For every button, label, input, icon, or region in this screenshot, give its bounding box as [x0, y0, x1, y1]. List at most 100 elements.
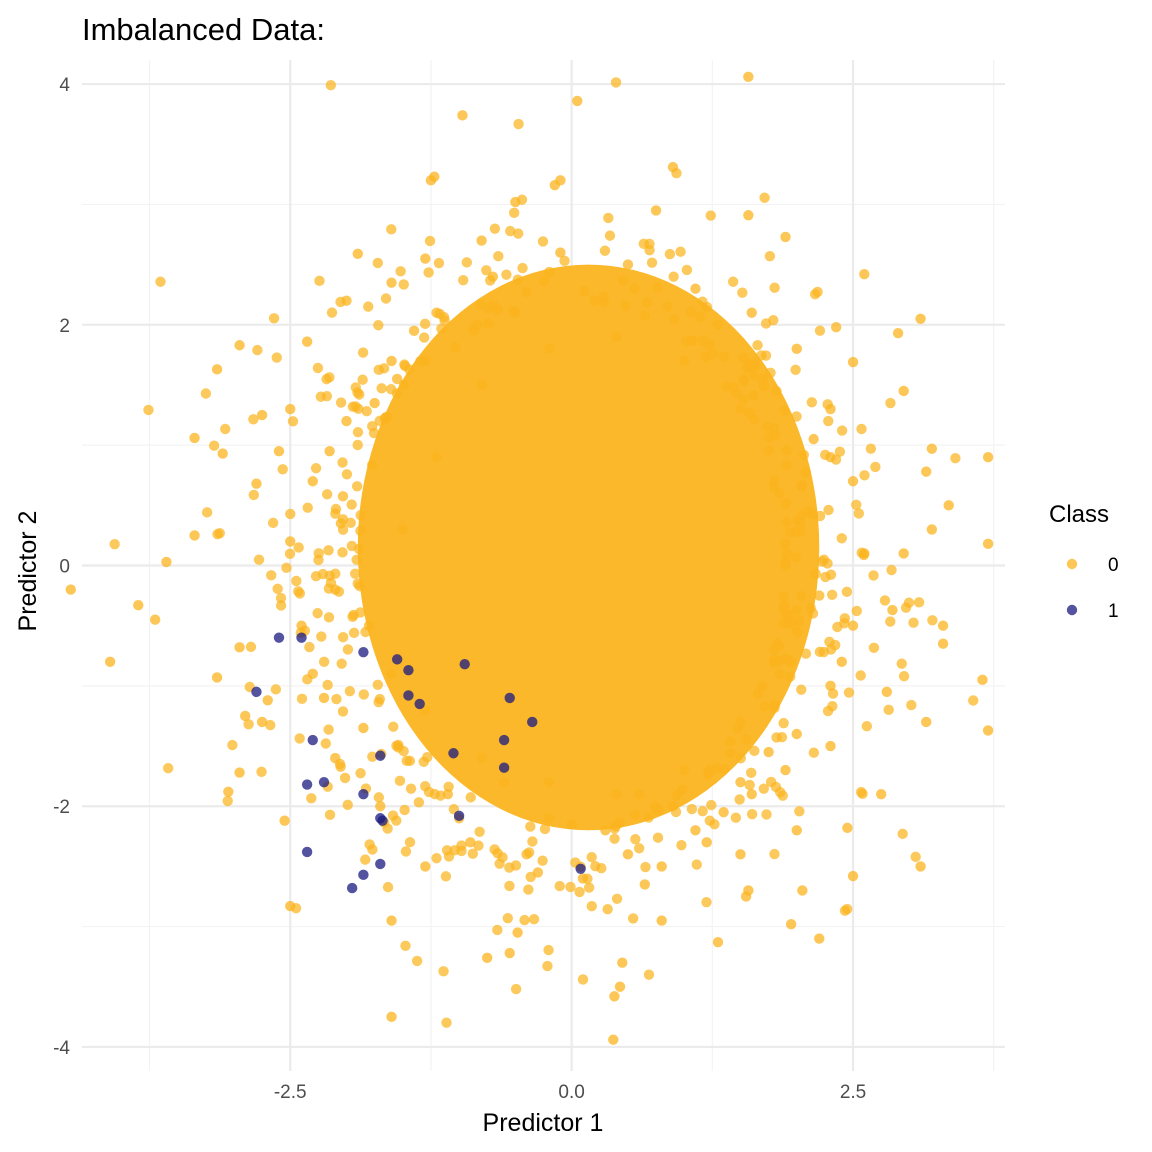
class-0-point [248, 414, 259, 425]
class-0-point [415, 355, 426, 367]
class-0-point [386, 277, 397, 288]
class-0-point [543, 813, 555, 824]
class-0-point [285, 403, 296, 415]
class-0-point [512, 274, 524, 285]
class-0-point [681, 336, 692, 347]
class-0-point [510, 983, 522, 995]
class-0-point [227, 739, 238, 751]
class-0-point [538, 276, 550, 287]
class-0-point [519, 914, 530, 926]
y-tick-label: -4 [53, 1038, 70, 1059]
class-0-point [780, 231, 791, 243]
class-0-point [915, 861, 926, 872]
class-0-point [351, 481, 363, 492]
class-0-point [323, 612, 335, 623]
class-0-point [746, 808, 758, 820]
legend-title: Class [1049, 501, 1109, 528]
class-0-point [943, 500, 954, 511]
class-0-point [373, 364, 384, 376]
class-0-point [382, 823, 393, 834]
class-0-point [375, 801, 386, 812]
class-0-point [778, 591, 789, 603]
class-0-point [898, 671, 910, 682]
class-0-point [744, 407, 755, 419]
class-0-point [293, 542, 304, 553]
class-0-point [794, 615, 805, 626]
class-0-point [386, 355, 397, 367]
class-0-point [718, 351, 730, 362]
class-0-point [769, 702, 780, 714]
class-0-point [380, 293, 392, 304]
class-0-point [285, 536, 296, 547]
class-1-point [391, 654, 403, 665]
class-0-point [492, 304, 504, 315]
class-0-point [318, 656, 330, 667]
class-0-point [790, 552, 802, 563]
class-0-point [808, 747, 820, 758]
class-0-point [424, 235, 436, 247]
class-0-point [487, 271, 499, 282]
class-0-point [489, 844, 500, 855]
class-0-point [690, 825, 701, 836]
class-1-point [414, 698, 425, 710]
class-0-point [814, 590, 825, 601]
class-0-point [256, 766, 267, 778]
class-0-point [667, 161, 679, 173]
class-0-point [896, 658, 907, 669]
class-0-point [337, 706, 349, 717]
class-0-point [342, 644, 354, 655]
class-0-point [644, 238, 655, 250]
class-0-point [796, 684, 807, 695]
class-0-point [868, 642, 880, 653]
class-0-point [394, 775, 406, 787]
class-0-point [492, 924, 503, 936]
class-0-point [847, 870, 859, 882]
class-0-point [886, 564, 897, 576]
class-0-point [859, 470, 870, 481]
class-0-point [270, 684, 282, 695]
class-0-point [373, 320, 384, 331]
class-0-point [323, 724, 334, 735]
class-0-point [351, 554, 362, 565]
class-0-point [474, 826, 485, 837]
class-0-point [664, 248, 676, 260]
class-0-point [675, 246, 686, 257]
class-0-point [577, 974, 589, 985]
class-0-point [910, 851, 921, 863]
class-0-point [521, 849, 532, 860]
class-0-point [603, 212, 614, 224]
class-1-point [575, 863, 586, 874]
class-0-point [913, 597, 925, 608]
class-1-point [527, 716, 538, 728]
class-0-point [307, 476, 318, 487]
class-0-point [898, 385, 909, 397]
class-0-point [240, 710, 251, 722]
class-0-point [633, 843, 645, 854]
class-0-point [586, 852, 597, 863]
class-0-point [800, 467, 811, 478]
class-0-point [482, 318, 494, 329]
class-0-point [577, 873, 589, 884]
class-0-point [743, 71, 754, 83]
class-0-point [277, 464, 288, 475]
class-0-point [691, 859, 702, 870]
class-0-point [324, 445, 335, 457]
class-1-point [358, 646, 369, 658]
class-0-point [583, 882, 595, 893]
class-0-point [400, 940, 411, 951]
class-0-point [285, 900, 296, 912]
class-0-point [482, 952, 493, 964]
class-0-point [391, 388, 403, 399]
class-0-point [489, 223, 501, 234]
class-0-point [630, 833, 641, 845]
class-1-point [375, 750, 386, 761]
class-0-point [301, 336, 313, 347]
class-0-point [337, 457, 348, 468]
class-0-point [476, 752, 487, 764]
class-0-point [774, 487, 785, 499]
class-0-point [712, 319, 724, 330]
class-0-point [321, 489, 333, 500]
class-0-point [735, 753, 746, 764]
class-0-point [468, 325, 479, 336]
class-0-point [843, 687, 855, 698]
